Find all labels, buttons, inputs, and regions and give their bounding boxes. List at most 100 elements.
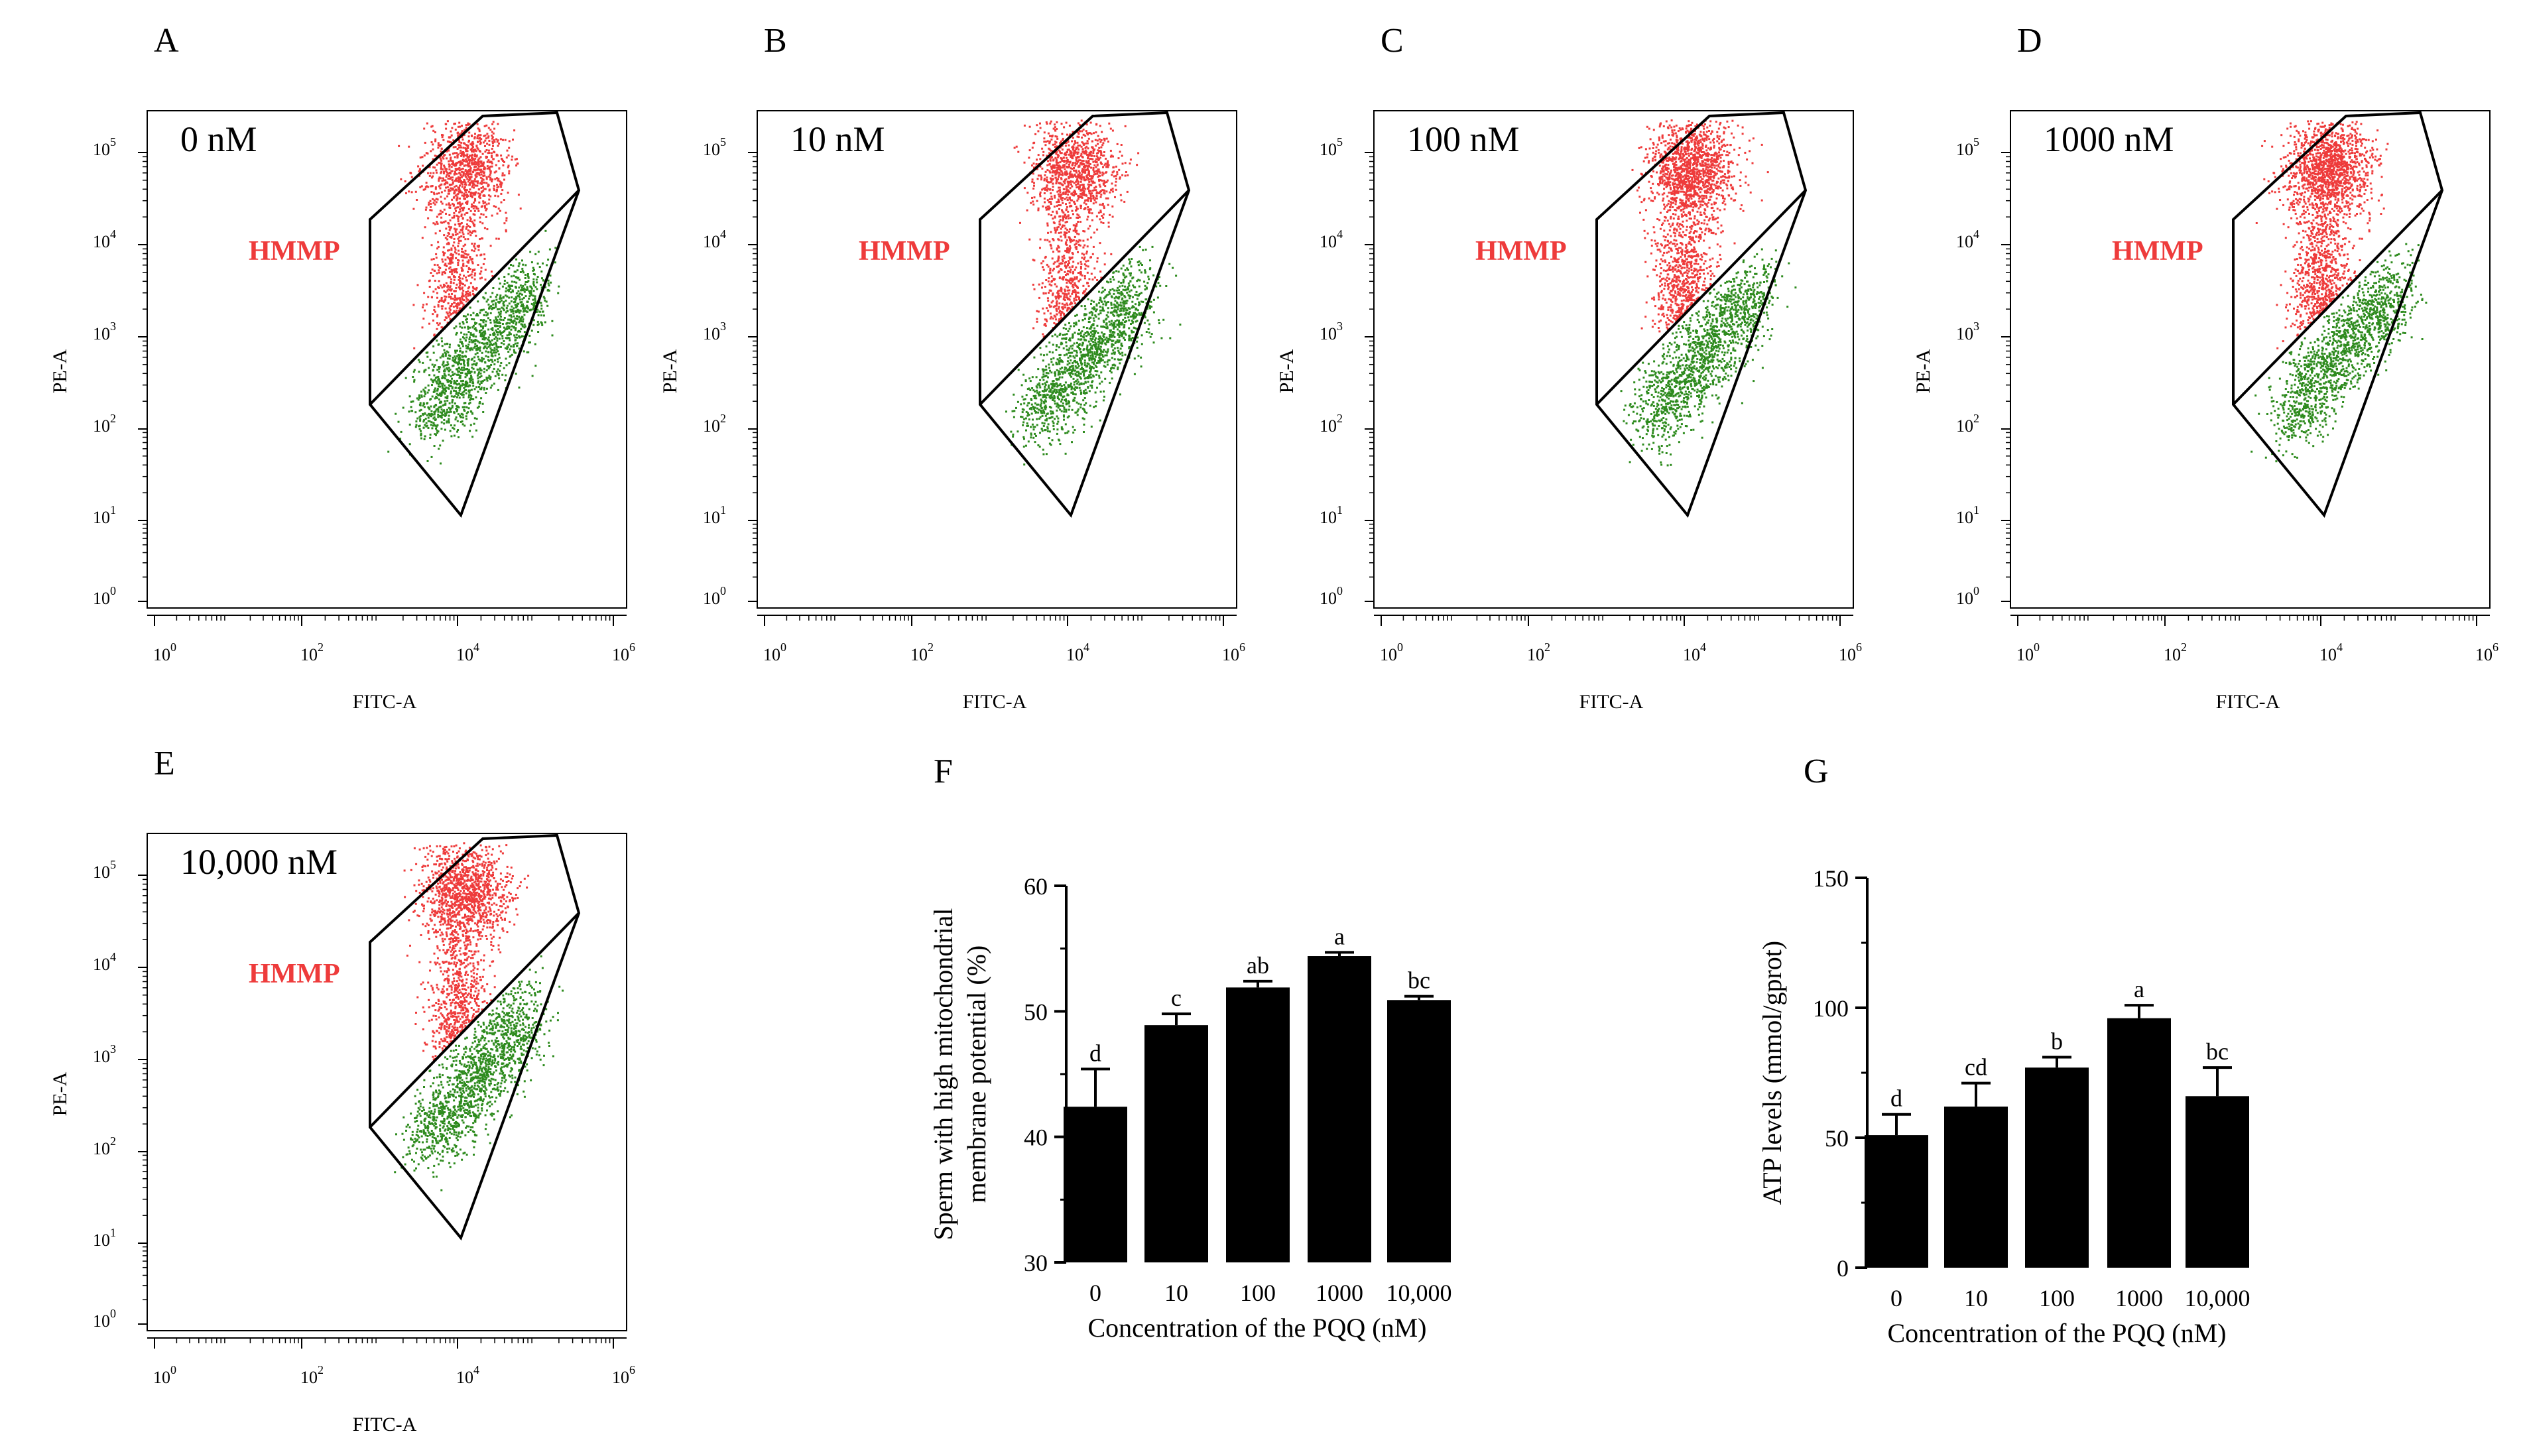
y-tick-label: 100: [703, 584, 726, 608]
x-tick-label: 100: [1380, 640, 1403, 664]
y-axis-label: Sperm with high mitochondrial: [928, 908, 958, 1240]
plot-frame: [147, 833, 627, 1331]
hmmp-events: [398, 120, 522, 349]
gate-divider: [369, 912, 580, 1128]
hmmp-label: HMMP: [249, 959, 340, 989]
category-label: 10,000: [1387, 1280, 1452, 1306]
x-axis-label: FITC-A: [353, 1414, 417, 1435]
y-tick-label: 102: [1320, 412, 1343, 436]
y-tick-label: 103: [703, 320, 726, 343]
x-tick-label: 104: [1683, 640, 1706, 664]
bar: [1308, 956, 1371, 1262]
panel-letter: C: [1381, 22, 1404, 60]
bar: [1144, 1025, 1208, 1262]
y-tick-label: 40: [1024, 1124, 1048, 1151]
x-tick-label: 102: [910, 640, 934, 664]
x-tick-label: 106: [1839, 640, 1862, 664]
significance-letter: ab: [1247, 952, 1269, 979]
gate-polygon: [1595, 111, 1808, 518]
y-tick-label: 103: [93, 1042, 116, 1066]
y-tick-label: 50: [1024, 999, 1048, 1025]
panel-letter: E: [154, 745, 175, 782]
x-tick-label: 106: [612, 640, 635, 664]
gate-polygon: [369, 833, 581, 1241]
y-tick-label: 105: [93, 858, 116, 882]
significance-letter: b: [2051, 1028, 2063, 1054]
flow-panel-a: A 0 nM HMMP 100 101 102 103 104 105 100 102 104 106 F…: [49, 22, 635, 713]
x-tick-label: 100: [763, 640, 786, 664]
y-tick-label: 101: [93, 1226, 116, 1250]
panel-letter: A: [154, 22, 179, 60]
significance-letter: c: [1171, 985, 1182, 1011]
gate-polygon: [979, 111, 1191, 518]
y-tick-label: 150: [1813, 865, 1849, 892]
concentration-label: 1000 nM: [2044, 119, 2174, 159]
significance-letter: bc: [2206, 1038, 2229, 1065]
y-tick-label: 101: [93, 503, 116, 527]
y-axis-label: PE-A: [49, 349, 71, 393]
y-tick-label: 101: [703, 503, 726, 527]
y-tick-label: 101: [1320, 503, 1343, 527]
low-potential-events: [394, 955, 564, 1191]
y-tick-label: 104: [93, 227, 116, 251]
category-label: 0: [1089, 1280, 1101, 1306]
x-tick-label: 100: [2016, 640, 2040, 664]
x-tick-label: 102: [1527, 640, 1550, 664]
panel-letter: G: [1804, 753, 1829, 790]
category-label: 1000: [2115, 1285, 2163, 1311]
y-tick-label: 104: [1956, 227, 1979, 251]
y-tick-label: 30: [1024, 1250, 1048, 1276]
y-tick-label: 105: [1956, 135, 1979, 159]
hmmp-label: HMMP: [2112, 236, 2203, 267]
y-tick-label: 103: [1320, 320, 1343, 343]
significance-letter: bc: [1408, 967, 1430, 994]
x-axis-label: FITC-A: [963, 691, 1027, 713]
bar-chart-g: G 0 50 100 150 d 0 cd 10 b 100 a 1000 bc 10,000 Concent…: [1757, 753, 2250, 1348]
y-tick-label: 104: [1320, 227, 1343, 251]
panel-letter: F: [934, 753, 953, 790]
bar: [1944, 1106, 2008, 1268]
hmmp-events: [2255, 120, 2389, 349]
x-tick-label: 106: [1222, 640, 1245, 664]
y-tick-label: 101: [1956, 503, 1979, 527]
x-tick-label: 100: [153, 1363, 176, 1387]
flow-panel-b: B 10 nM HMMP 100 101 102 103 104 105 100 102 104 106…: [659, 22, 1245, 713]
y-axis-label: membrane potential (%): [961, 945, 991, 1203]
low-potential-events: [1005, 245, 1182, 466]
gate-divider: [2232, 189, 2443, 406]
x-axis-label: FITC-A: [353, 691, 417, 713]
hmmp-label: HMMP: [249, 236, 340, 267]
bar: [2186, 1096, 2249, 1268]
panel-letter: D: [2017, 22, 2042, 60]
significance-letter: a: [1334, 923, 1345, 949]
bar: [2107, 1018, 2171, 1268]
significance-letter: a: [2134, 976, 2144, 1002]
y-tick-label: 100: [1320, 584, 1343, 608]
hmmp-events: [1631, 119, 1769, 341]
x-tick-label: 102: [300, 1363, 324, 1387]
y-axis-label: PE-A: [1912, 349, 1934, 393]
concentration-label: 10 nM: [790, 119, 885, 159]
y-tick-label: 100: [1956, 584, 1979, 608]
y-tick-label: 102: [93, 1134, 116, 1158]
y-tick-label: 104: [93, 950, 116, 974]
bar-chart-f: F 30 40 50 60 d 0 c 10 ab 100 a 1000 bc 10,000 Concentr…: [928, 753, 1452, 1343]
low-potential-events: [2250, 243, 2428, 463]
gate-divider: [369, 189, 580, 406]
bar: [1064, 1107, 1127, 1262]
concentration-label: 0 nM: [180, 119, 257, 159]
gate-divider: [1595, 189, 1807, 406]
y-tick-label: 102: [1956, 412, 1979, 436]
category-label: 0: [1890, 1285, 1902, 1311]
plot-frame: [757, 110, 1237, 609]
category-label: 100: [2039, 1285, 2075, 1311]
y-tick-label: 100: [93, 584, 116, 608]
y-tick-label: 103: [1956, 320, 1979, 343]
x-tick-label: 104: [456, 1363, 479, 1387]
bar: [1226, 987, 1290, 1262]
x-axis-label: FITC-A: [1579, 691, 1644, 713]
hmmp-label: HMMP: [1475, 236, 1567, 267]
significance-letter: d: [1089, 1040, 1101, 1066]
x-tick-label: 100: [153, 640, 176, 664]
